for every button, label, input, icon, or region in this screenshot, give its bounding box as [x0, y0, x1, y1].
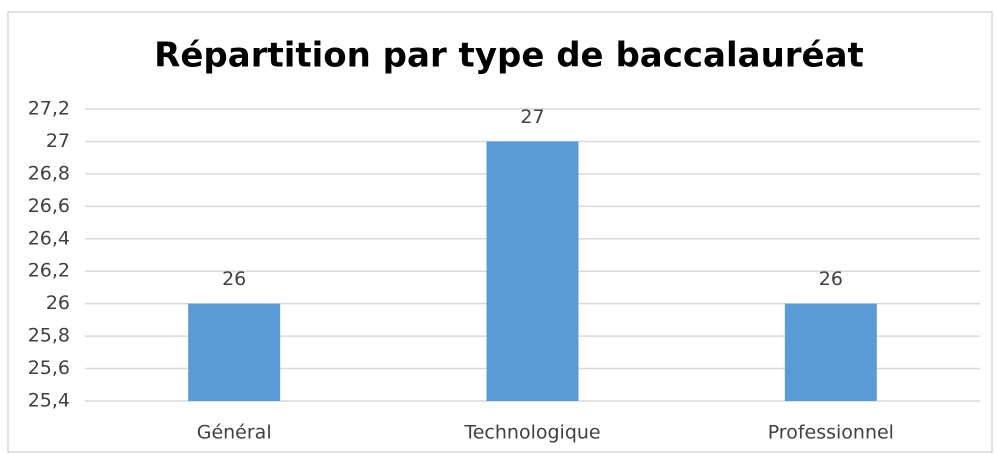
y-tick-label: 26,8 [28, 162, 70, 184]
y-tick-label: 27 [46, 130, 70, 152]
data-label: 27 [520, 106, 544, 128]
y-tick-label: 25,4 [28, 390, 70, 412]
chart-title: Répartition par type de baccalauréat [154, 36, 864, 76]
y-tick-label: 25,8 [28, 325, 70, 347]
bar [486, 141, 579, 401]
bar [784, 303, 877, 401]
x-tick-label: Général [197, 422, 272, 444]
y-tick-label: 26,6 [28, 195, 70, 217]
data-label: 26 [819, 268, 843, 290]
y-tick-label: 26,2 [28, 260, 70, 282]
y-tick-label: 26,4 [28, 227, 70, 249]
bar [188, 303, 281, 401]
y-tick-label: 25,6 [28, 357, 70, 379]
y-tick-label: 26 [46, 292, 70, 314]
y-tick-label: 27,2 [28, 98, 70, 120]
data-label: 26 [222, 268, 246, 290]
x-tick-label: Technologique [463, 422, 600, 444]
x-tick-label: Professionnel [768, 422, 894, 444]
